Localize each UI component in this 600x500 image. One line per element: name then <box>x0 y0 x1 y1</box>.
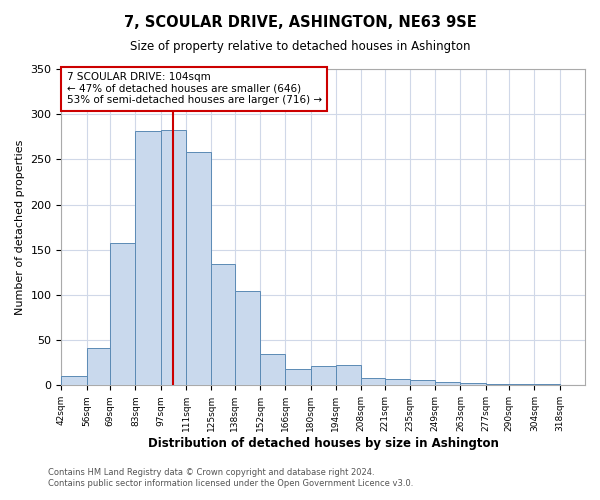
Bar <box>235 292 260 386</box>
Bar <box>435 382 460 386</box>
Bar <box>535 384 560 386</box>
Bar <box>311 366 336 386</box>
Bar <box>509 384 535 386</box>
Bar <box>61 376 86 386</box>
Text: 7 SCOULAR DRIVE: 104sqm
← 47% of detached houses are smaller (646)
53% of semi-d: 7 SCOULAR DRIVE: 104sqm ← 47% of detache… <box>67 72 322 106</box>
Bar <box>260 354 285 386</box>
Bar <box>110 244 136 386</box>
Bar <box>161 130 186 386</box>
Bar <box>361 378 385 386</box>
Bar <box>485 384 509 386</box>
Bar <box>136 132 161 386</box>
Text: 7, SCOULAR DRIVE, ASHINGTON, NE63 9SE: 7, SCOULAR DRIVE, ASHINGTON, NE63 9SE <box>124 15 476 30</box>
Y-axis label: Number of detached properties: Number of detached properties <box>15 140 25 315</box>
Bar <box>410 380 435 386</box>
Bar <box>285 369 311 386</box>
Bar <box>385 379 410 386</box>
Bar <box>336 366 361 386</box>
Text: Size of property relative to detached houses in Ashington: Size of property relative to detached ho… <box>130 40 470 53</box>
Bar <box>86 348 110 386</box>
Bar <box>460 382 485 386</box>
X-axis label: Distribution of detached houses by size in Ashington: Distribution of detached houses by size … <box>148 437 499 450</box>
Bar <box>186 152 211 386</box>
Text: Contains HM Land Registry data © Crown copyright and database right 2024.
Contai: Contains HM Land Registry data © Crown c… <box>48 468 413 487</box>
Bar <box>211 264 235 386</box>
